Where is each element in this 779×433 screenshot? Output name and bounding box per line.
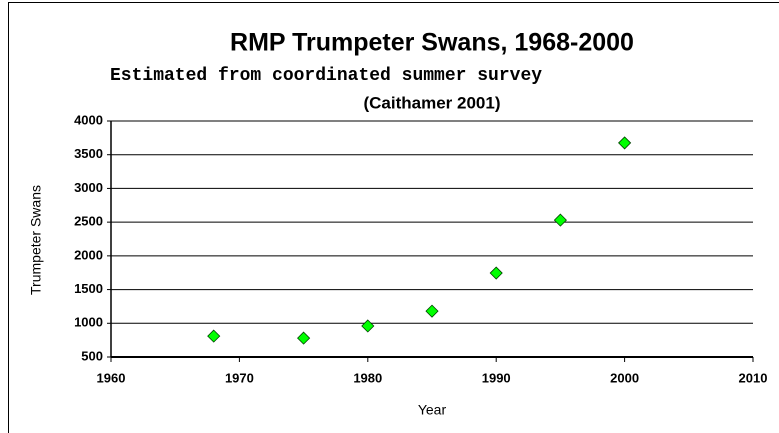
x-tick-label: 1970 [225,370,254,385]
x-tick-label: 2000 [610,370,639,385]
y-tick-label: 2000 [74,247,103,262]
x-axis-label: Year [418,402,447,418]
y-tick-label: 1000 [74,315,103,330]
data-point [207,329,221,343]
y-tick-label: 3000 [74,180,103,195]
y-axis-label: Trumpeter Swans [28,185,44,295]
chart-subtitle: Estimated from coordinated summer survey [110,66,542,86]
data-point [425,304,439,318]
y-tick-label: 1500 [74,281,103,296]
x-tick-label: 1990 [482,370,511,385]
x-tick-label: 1960 [97,370,126,385]
data-point [489,266,503,280]
data-point [297,331,311,345]
y-tick-label: 2500 [74,214,103,229]
chart-note: (Caithamer 2001) [363,93,500,112]
y-tick-label: 3500 [74,146,103,161]
data-point [618,136,632,150]
data-point [553,213,567,227]
x-tick-label: 1980 [353,370,382,385]
y-tick-label: 4000 [74,112,103,127]
x-tick-label: 2010 [739,370,768,385]
data-point [361,319,375,333]
y-tick-label: 500 [81,348,103,363]
chart-title: RMP Trumpeter Swans, 1968-2000 [230,29,634,57]
